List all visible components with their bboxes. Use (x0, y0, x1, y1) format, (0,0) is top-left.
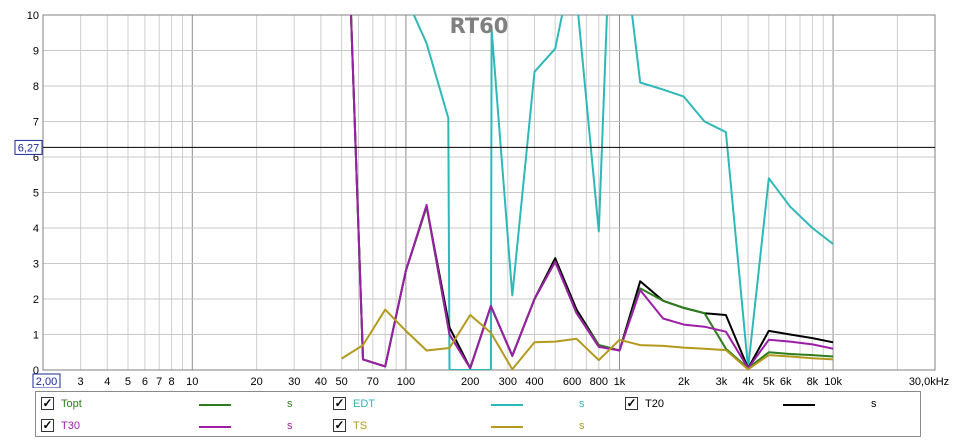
x-tick-label: 5 (125, 376, 131, 388)
checkbox-topt[interactable]: ✓ (41, 396, 54, 410)
legend-label-t20: T20 (645, 398, 664, 410)
legend-unit-edt: s (579, 398, 585, 410)
x-tick-label: 2,00 (36, 376, 57, 388)
chart-title: RT60 (450, 14, 509, 38)
legend-unit-t20: s (871, 398, 877, 410)
x-tick-label: 4 (104, 376, 110, 388)
series-line-edt (412, 15, 834, 370)
legend-swatch-t30 (199, 426, 231, 428)
y-tick-label: 8 (33, 81, 39, 93)
legend-item-topt[interactable]: ✓ Topt s (41, 394, 331, 414)
legend-label-t30: T30 (61, 420, 80, 432)
legend-item-t20[interactable]: ✓ T20 s (625, 394, 915, 414)
y-tick-label: 2 (33, 294, 39, 306)
x-tick-label: 400 (525, 376, 543, 388)
y-tick-label: 6 (33, 152, 39, 164)
y-tick-label: 3 (33, 259, 39, 271)
legend-label-ts: TS (353, 420, 368, 432)
x-tick-label: 40 (315, 376, 327, 388)
y-tick-label: 1 (33, 330, 39, 342)
x-tick-label: 100 (397, 376, 415, 388)
legend-swatch-t20 (783, 404, 815, 406)
checkbox-ts[interactable]: ✓ (333, 418, 346, 432)
checkbox-t20[interactable]: ✓ (625, 396, 638, 410)
x-tick-label: 3 (78, 376, 84, 388)
x-tick-label: 5k (763, 376, 775, 388)
x-tick-label: 6k (780, 376, 792, 388)
legend: ✓ Topt s ✓ EDT s ✓ T20 s ✓ T30 s ✓ TS s (35, 391, 921, 437)
grid (42, 14, 936, 371)
series-line-t30 (350, 15, 834, 370)
legend-unit-topt: s (287, 398, 293, 410)
series-line-ts (341, 308, 834, 370)
x-tick-label: 50 (335, 376, 347, 388)
checkbox-edt[interactable]: ✓ (333, 396, 346, 410)
x-tick-label: 10 (186, 376, 198, 388)
legend-item-ts[interactable]: ✓ TS s (333, 416, 623, 436)
x-tick-label: 3k (716, 376, 728, 388)
y-tick-label: 5 (33, 188, 39, 200)
y-tick-label: 7 (33, 117, 39, 129)
x-tick-label: 30,0kHz (909, 376, 949, 388)
x-tick-label: 8k (807, 376, 819, 388)
cursor: 6,27 (14, 139, 935, 155)
x-tick-label: 10k (824, 376, 842, 388)
legend-unit-ts: s (579, 420, 585, 432)
x-tick-label: 7 (156, 376, 162, 388)
x-tick-label: 6 (142, 376, 148, 388)
x-tick-label: 200 (461, 376, 479, 388)
legend-swatch-edt (491, 404, 523, 406)
x-tick-label: 30 (288, 376, 300, 388)
checkbox-t30[interactable]: ✓ (41, 418, 54, 432)
x-tick-label: 600 (563, 376, 581, 388)
legend-label-topt: Topt (61, 398, 82, 410)
x-tick-label: 20 (250, 376, 262, 388)
x-tick-label: 300 (499, 376, 517, 388)
x-cursor-box (32, 373, 61, 388)
legend-item-t30[interactable]: ✓ T30 s (41, 416, 331, 436)
legend-label-edt: EDT (353, 398, 375, 410)
x-tick-label: 1k (614, 376, 626, 388)
legend-unit-t30: s (287, 420, 293, 432)
y-tick-label: 4 (33, 223, 39, 235)
cursor-value: 6,27 (18, 142, 39, 154)
x-tick-label: 70 (367, 376, 379, 388)
y-tick-label: 10 (27, 10, 39, 22)
legend-swatch-topt (199, 404, 231, 406)
x-tick-label: 800 (590, 376, 608, 388)
cursor-value-box (14, 139, 43, 155)
x-tick-label: 2k (678, 376, 690, 388)
x-tick-label: 4k (742, 376, 754, 388)
legend-swatch-ts (491, 426, 523, 428)
x-tick-label: 8 (169, 376, 175, 388)
y-tick-label: 9 (33, 46, 39, 58)
y-tick-label: 0 (33, 365, 39, 377)
series-lines (341, 15, 834, 370)
legend-item-edt[interactable]: ✓ EDT s (333, 394, 623, 414)
